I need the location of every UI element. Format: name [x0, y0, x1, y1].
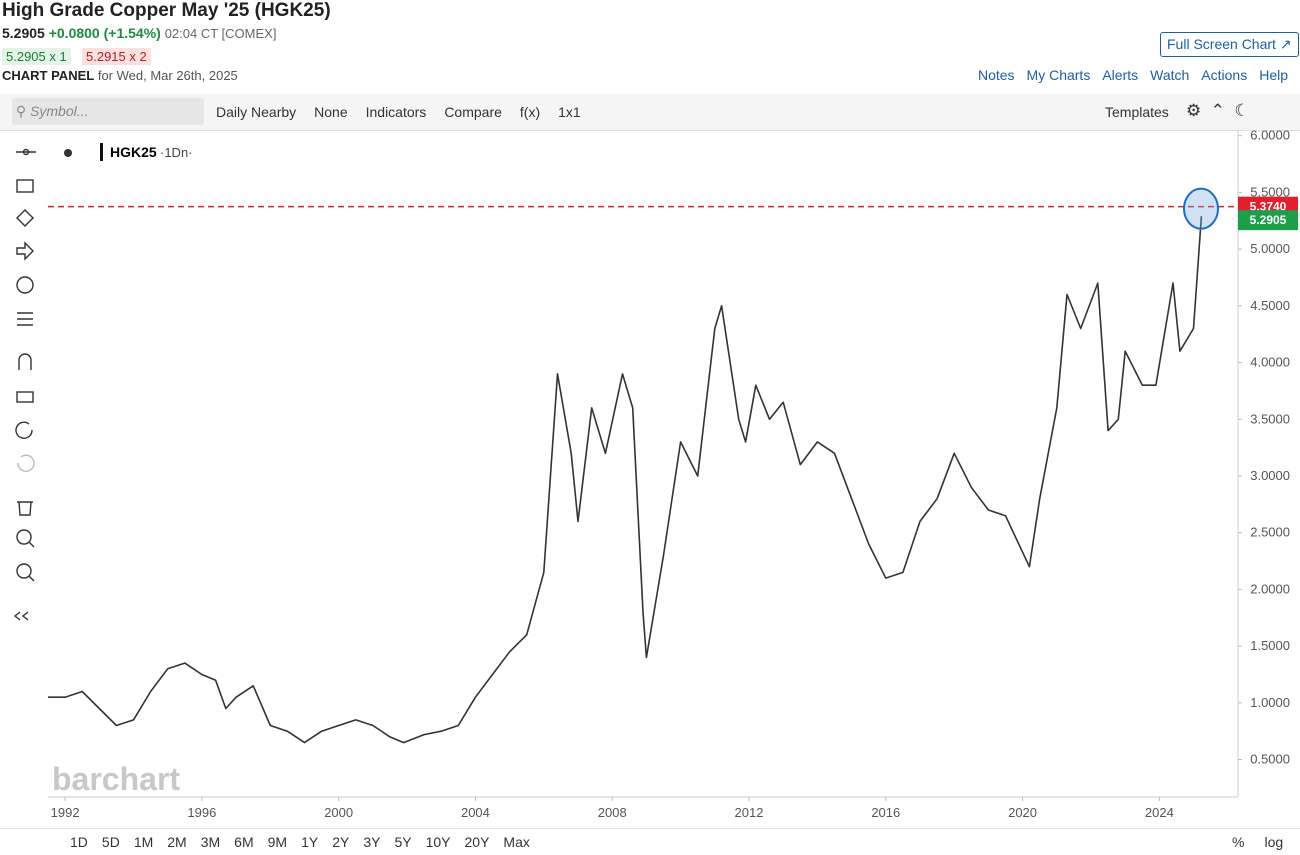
- title: High Grade Copper May '25 (HGK25): [2, 0, 331, 21]
- quote-time: 02:04 CT [COMEX]: [164, 26, 277, 41]
- y-tick-label: 0.5000: [1250, 752, 1290, 767]
- change: +0.0800 (+1.54%): [48, 25, 161, 41]
- header-link[interactable]: Help: [1259, 67, 1288, 83]
- header-link[interactable]: Actions: [1201, 67, 1248, 83]
- full-screen-label: Full Screen Chart: [1167, 36, 1276, 52]
- timeframe-button[interactable]: 1M: [133, 834, 154, 850]
- bottom-bar: [0, 828, 1300, 855]
- legend-symbol: HGK25: [110, 144, 157, 160]
- x-tick-label: 1992: [51, 805, 80, 820]
- templates-button[interactable]: Templates: [1105, 104, 1169, 120]
- timeframe-button[interactable]: 2Y: [332, 834, 350, 850]
- toolbar-item[interactable]: Indicators: [365, 104, 427, 120]
- header-link[interactable]: Watch: [1150, 67, 1190, 83]
- toolbar-item[interactable]: Daily Nearby: [216, 104, 297, 120]
- y-tick-label: 6.0000: [1250, 128, 1290, 143]
- toolbar: [0, 94, 1300, 131]
- y-tick-label: 2.5000: [1250, 525, 1290, 540]
- header-link[interactable]: My Charts: [1026, 67, 1091, 83]
- price-line: [48, 216, 1203, 744]
- timeframe-button[interactable]: 5D: [101, 834, 120, 850]
- bid: 5.2905 x 1: [2, 48, 71, 65]
- y-tick-label: 4.0000: [1250, 355, 1290, 370]
- x-tick-label: 1996: [187, 805, 216, 820]
- last-price-label: 5.2905: [1250, 213, 1287, 227]
- y-tick-label: 1.5000: [1250, 638, 1290, 653]
- watermark: barchart: [52, 761, 180, 797]
- x-tick-label: 2020: [1008, 805, 1037, 820]
- y-tick-label: 1.0000: [1250, 695, 1290, 710]
- timeframe-button[interactable]: 1D: [70, 834, 88, 850]
- visibility-icon[interactable]: [64, 149, 72, 157]
- scale-option[interactable]: log: [1264, 834, 1284, 850]
- y-tick-label: 3.5000: [1250, 411, 1290, 426]
- y-tick-label: 5.5000: [1250, 184, 1290, 199]
- symbol-input[interactable]: ⚲ Symbol...: [12, 98, 204, 125]
- header-link[interactable]: Alerts: [1102, 67, 1139, 83]
- x-tick-label: 2024: [1145, 805, 1174, 820]
- toolbar-item[interactable]: f(x): [519, 104, 541, 120]
- toolbar-item[interactable]: 1x1: [558, 104, 581, 120]
- ask: 5.2915 x 2: [82, 48, 151, 65]
- y-tick-label: 5.0000: [1250, 241, 1290, 256]
- y-tick-label: 3.0000: [1250, 468, 1290, 483]
- legend-swatch: [100, 143, 103, 161]
- timeframe-button[interactable]: 6M: [234, 834, 254, 850]
- annotation-circle: [1183, 187, 1219, 230]
- x-tick-label: 2012: [735, 805, 764, 820]
- last-price-box: [1238, 210, 1298, 231]
- toolbar-items: Daily Nearby None Indicators Compare f(x) 1x1: [216, 104, 581, 120]
- panel-heading: CHART PANEL for Wed, Mar 26th, 2025: [2, 68, 238, 83]
- x-tick-label: 2000: [324, 805, 353, 820]
- x-tick-label: 2016: [871, 805, 900, 820]
- header-link[interactable]: Notes: [977, 67, 1015, 83]
- timeframe-button[interactable]: 5Y: [394, 834, 412, 850]
- timeframe-button[interactable]: 20Y: [464, 834, 490, 850]
- top-links: Notes My Charts Alerts Watch Actions Help: [978, 67, 1288, 83]
- panel-label: CHART PANEL: [2, 68, 95, 83]
- y-tick-label: 4.5000: [1250, 298, 1290, 313]
- x-tick-label: 2008: [598, 805, 627, 820]
- legend-interval: ·1Dn·: [160, 145, 193, 160]
- timeframes: 1D 5D 1M 2M 3M 6M 9M 1Y 2Y 3Y 5Y 10Y 20Y Max: [70, 834, 530, 850]
- drawing-tools: [13, 148, 36, 621]
- toolbar-icons: ⚙ ⌃ ☾: [1186, 101, 1250, 120]
- timeframe-button[interactable]: 3Y: [363, 834, 381, 850]
- timeframe-button[interactable]: 3M: [200, 834, 221, 850]
- timeframe-button[interactable]: 9M: [267, 834, 288, 850]
- symbol-placeholder: Symbol...: [30, 103, 89, 119]
- timeframe-button[interactable]: 2M: [167, 834, 187, 850]
- timeframe-button[interactable]: Max: [503, 834, 530, 850]
- full-screen-button[interactable]: Full Screen Chart ↗: [1160, 32, 1299, 57]
- x-tick-label: 2004: [461, 805, 490, 820]
- scale-option[interactable]: %: [1232, 834, 1245, 850]
- timeframe-button[interactable]: 1Y: [301, 834, 319, 850]
- toolbar-item[interactable]: Compare: [444, 104, 502, 120]
- scale-options: % log: [1232, 834, 1283, 850]
- toolbar-item[interactable]: None: [314, 104, 348, 120]
- y-tick-label: 2.0000: [1250, 581, 1290, 596]
- panel-date: for Wed, Mar 26th, 2025: [97, 68, 238, 83]
- quote: 5.2905 +0.0800 (+1.54%) 02:04 CT [COMEX]: [2, 25, 276, 41]
- timeframe-button[interactable]: 10Y: [425, 834, 451, 850]
- last-price: 5.2905: [2, 25, 45, 41]
